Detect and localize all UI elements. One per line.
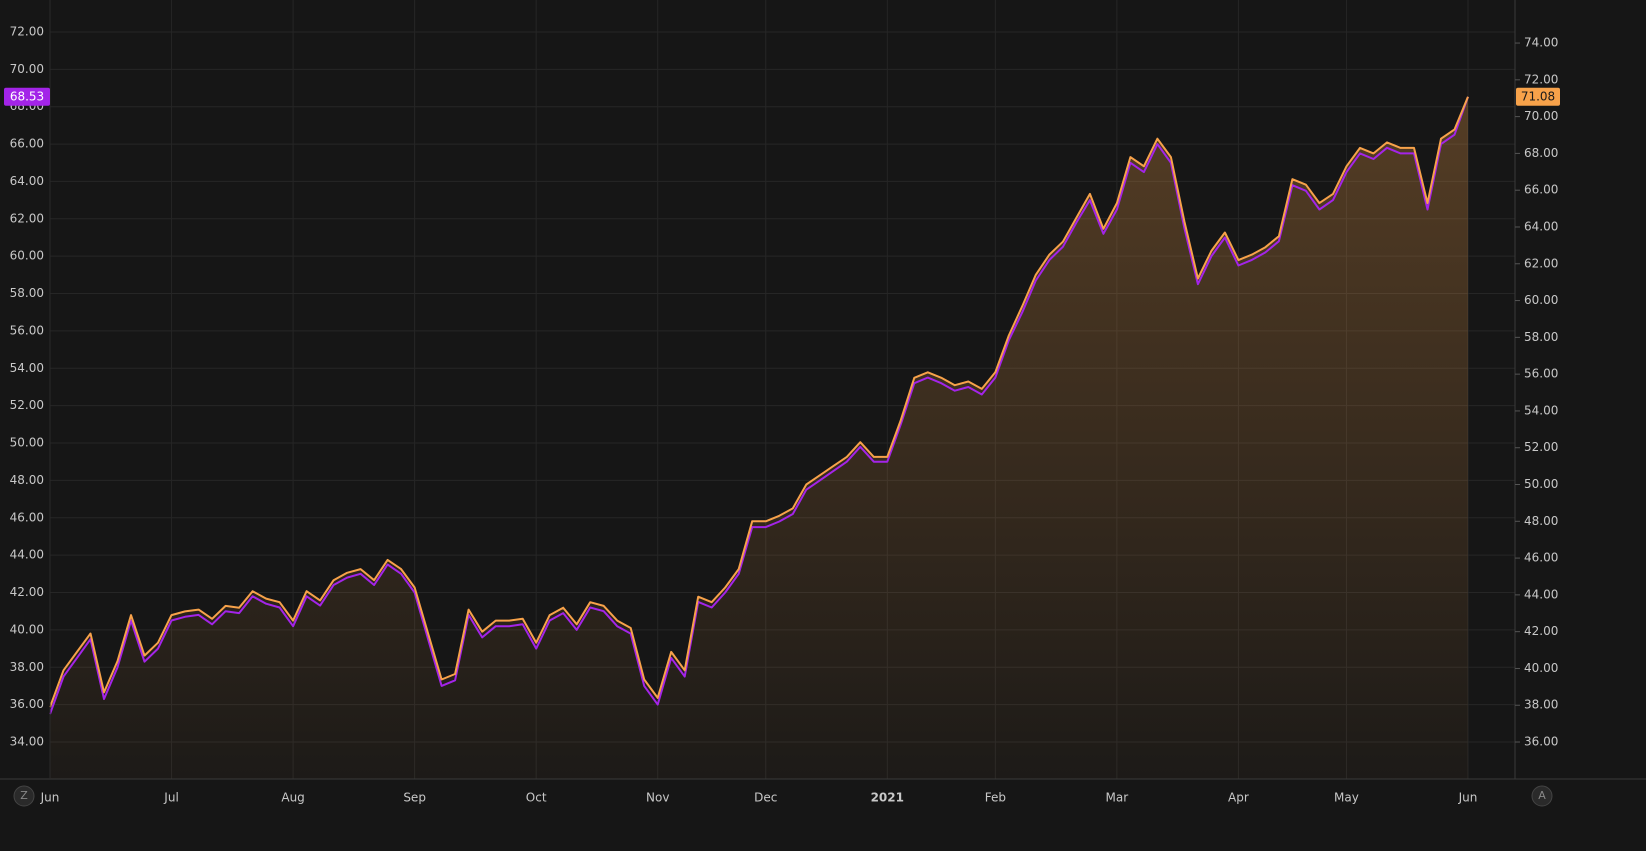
y2-tick-label: 50.00 (1524, 477, 1558, 491)
x-tick-label: May (1334, 791, 1359, 805)
area (50, 96, 1468, 780)
y-tick-label: 66.00 (10, 137, 44, 151)
y-tick-label: 36.00 (10, 697, 44, 711)
y2-tick-label: 64.00 (1524, 219, 1558, 233)
button[interactable] (13, 785, 35, 807)
x-tick-label: Jun (40, 791, 60, 805)
y-tick-label: 72.00 (10, 24, 44, 38)
last-value-tag (1516, 87, 1560, 106)
x-tick-label: Feb (985, 791, 1006, 805)
y-tick-label: 58.00 (10, 286, 44, 300)
y-tick-label: 60.00 (10, 249, 44, 263)
y-tick-label: 54.00 (10, 361, 44, 375)
y2-tick-label: 66.00 (1524, 183, 1558, 197)
button-label: A (1538, 789, 1546, 802)
y-tick-label: 40.00 (10, 622, 44, 636)
series-line (49, 96, 1469, 708)
y2-tick-label: 40.00 (1524, 661, 1558, 675)
y-tick-label: 38.00 (10, 660, 44, 674)
y-tick-label: 50.00 (10, 436, 44, 450)
last-value-label: 71.08 (1521, 89, 1555, 103)
x-tick-label: 2021 (871, 791, 904, 805)
y2-tick-label: 36.00 (1524, 735, 1558, 749)
y2-tick-label: 38.00 (1524, 698, 1558, 712)
x-tick-label: Jun (1458, 791, 1478, 805)
y-tick-label: 70.00 (10, 62, 44, 76)
last-value-tag (4, 87, 50, 106)
y-tick-label: 52.00 (10, 398, 44, 412)
y-tick-label: 34.00 (10, 735, 44, 749)
y2-tick-label: 56.00 (1524, 367, 1558, 381)
y-tick-label: 62.00 (10, 211, 44, 225)
button-label: Z (20, 789, 28, 802)
y2-tick-label: 54.00 (1524, 403, 1558, 417)
y2-tick-label: 42.00 (1524, 624, 1558, 638)
y2-tick-label: 70.00 (1524, 109, 1558, 123)
y2-tick-label: 52.00 (1524, 440, 1558, 454)
plot (49, 96, 1469, 780)
y2-tick-label: 68.00 (1524, 146, 1558, 160)
y2-tick-label: 72.00 (1524, 72, 1558, 86)
series-line (49, 96, 1469, 715)
x-tick-label: Nov (646, 791, 669, 805)
x-tick-label: Mar (1106, 791, 1129, 805)
y-tick-label: 42.00 (10, 585, 44, 599)
y2-tick-label: 60.00 (1524, 293, 1558, 307)
y-tick-label: 56.00 (10, 323, 44, 337)
button[interactable] (1531, 785, 1553, 807)
x-tick-label: Aug (281, 791, 304, 805)
axes: 34.00 36.00 38.00 40.00 42.00 44.00 46.00 48.00… (4, 24, 1560, 807)
y2-tick-label: 58.00 (1524, 330, 1558, 344)
y2-tick-label: 62.00 (1524, 256, 1558, 270)
y2-tick-label: 74.00 (1524, 36, 1558, 50)
y-tick-label: 46.00 (10, 510, 44, 524)
y2-tick-label: 48.00 (1524, 514, 1558, 528)
x-tick-label: Apr (1228, 791, 1249, 805)
y-tick-label: 64.00 (10, 174, 44, 188)
x-tick-label: Jul (163, 791, 178, 805)
x-tick-label: Sep (403, 791, 426, 805)
x-tick-label: Dec (754, 791, 777, 805)
last-value-label: 68.53 (10, 89, 44, 103)
x-tick-label: Oct (526, 791, 547, 805)
y-tick-label: 44.00 (10, 548, 44, 562)
y2-tick-label: 44.00 (1524, 587, 1558, 601)
y2-tick-label: 46.00 (1524, 551, 1558, 565)
y-tick-label: 48.00 (10, 473, 44, 487)
